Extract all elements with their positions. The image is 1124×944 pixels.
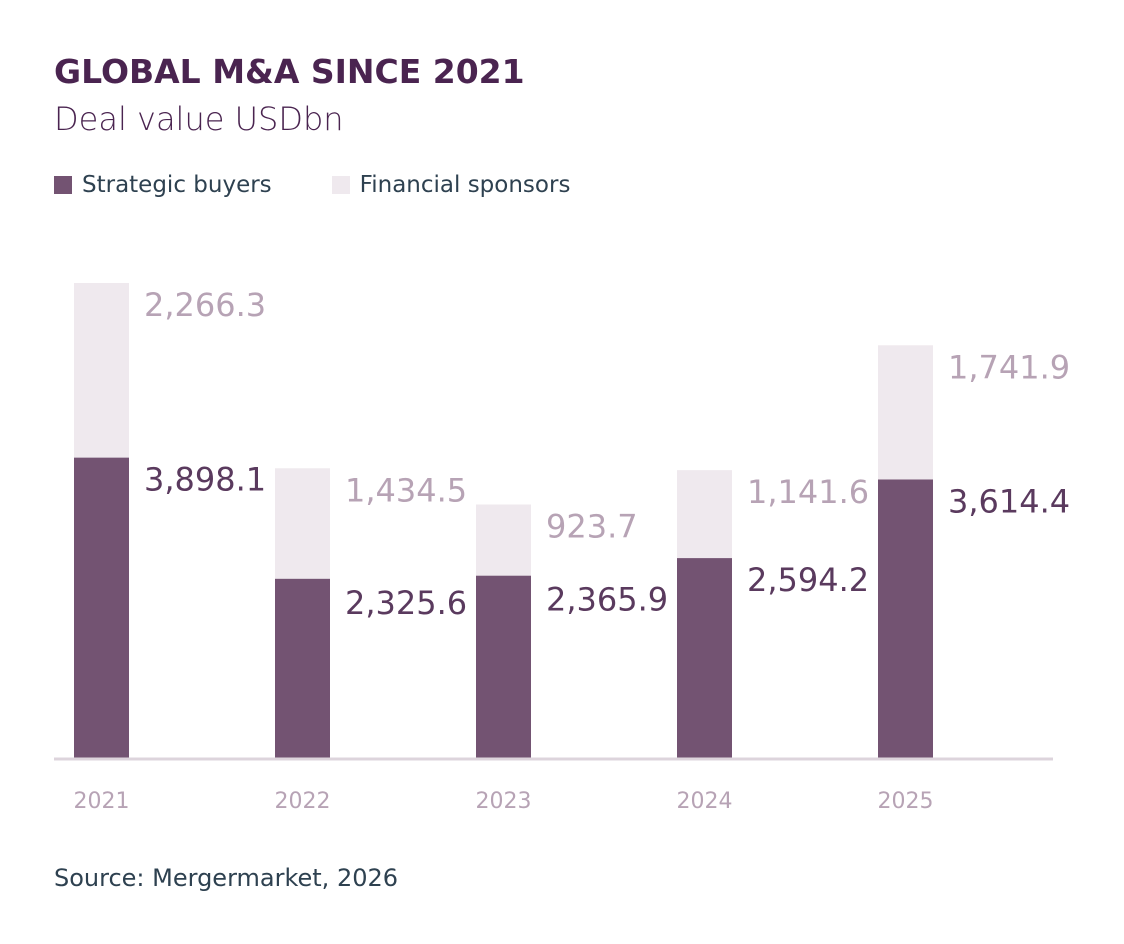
label-strategic-2024: 2,594.2	[747, 561, 869, 599]
bar-financial-2022	[275, 468, 330, 579]
chart-subtitle: Deal value USDbn	[54, 100, 344, 138]
legend-item-financial: Financial sponsors	[331, 172, 571, 198]
label-strategic-2021: 3,898.1	[144, 461, 266, 499]
label-strategic-2023: 2,365.9	[546, 581, 668, 619]
source-note: Source: Mergermarket, 2026	[54, 864, 399, 892]
label-financial-2022: 1,434.5	[345, 471, 467, 509]
x-tick-label-2023: 2023	[476, 789, 532, 814]
bar-financial-2023	[476, 504, 531, 576]
legend-label-strategic: Strategic buyers	[82, 172, 272, 198]
label-strategic-2022: 2,325.6	[345, 584, 467, 622]
label-financial-2023: 923.7	[546, 508, 638, 546]
bar-strategic-2023	[476, 575, 531, 758]
bar-financial-2021	[74, 283, 129, 458]
bar-strategic-2025	[878, 479, 933, 758]
x-tick-label-2022: 2022	[275, 789, 331, 814]
bar-strategic-2021	[74, 457, 129, 758]
bar-strategic-2022	[275, 578, 330, 758]
x-tick-label-2021: 2021	[74, 789, 130, 814]
x-tick-label-2024: 2024	[677, 789, 733, 814]
bar-financial-2025	[878, 345, 933, 480]
label-financial-2021: 2,266.3	[144, 286, 266, 324]
legend: Strategic buyers Financial sponsors	[54, 172, 630, 198]
label-financial-2025: 1,741.9	[948, 348, 1070, 386]
legend-label-financial: Financial sponsors	[359, 172, 571, 198]
chart-title: GLOBAL M&A SINCE 2021	[54, 52, 525, 91]
legend-swatch-strategic	[54, 176, 72, 194]
bar-financial-2024	[677, 470, 732, 559]
legend-item-strategic: Strategic buyers	[54, 172, 272, 198]
x-tick-label-2025: 2025	[878, 789, 934, 814]
legend-swatch-financial	[331, 176, 350, 194]
label-strategic-2025: 3,614.4	[948, 482, 1070, 520]
label-financial-2024: 1,141.6	[747, 473, 869, 511]
bar-strategic-2024	[677, 558, 732, 758]
